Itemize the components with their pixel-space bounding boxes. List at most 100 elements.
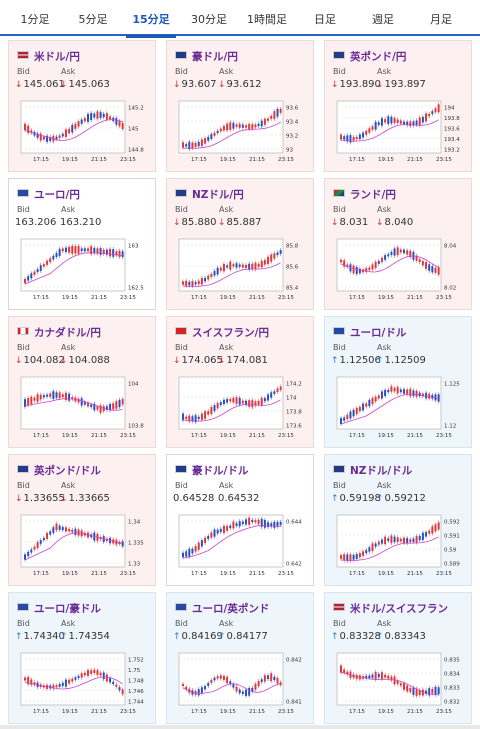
y-tick-label: 8.02 xyxy=(444,286,456,292)
x-tick-label: 17:15 xyxy=(349,157,365,163)
pair-title-link[interactable]: 英ポンド/ドル xyxy=(17,463,101,477)
x-tick-label: 21:15 xyxy=(407,295,423,301)
pair-name: ユーロ/ドル xyxy=(350,327,407,339)
mini-candlestick-chart[interactable]: 1.752 1.75 1.748 1.746 1.744 17:15 19:15 21:15 2… xyxy=(15,649,151,721)
horizontal-scrollbar[interactable] xyxy=(0,725,480,729)
candle xyxy=(24,554,26,560)
y-tick-label: 174 xyxy=(286,396,297,402)
rate-card[interactable]: カナダドル/円 Bid Ask ↓104.082 ↓104.088 104 103… xyxy=(8,316,156,448)
rate-card[interactable]: ユーロ/ドル Bid Ask ↑1.12506 ↑1.12509 1.125 1.… xyxy=(324,316,472,448)
pair-title-link[interactable]: 米ドル/スイスフラン xyxy=(333,601,448,615)
candle xyxy=(222,263,225,272)
chart-svg: 194 193.8 193.6 193.4 193.2 17:15 19:15 21:15 23… xyxy=(336,100,460,163)
bid-price: ↓193.890 xyxy=(331,79,381,90)
candle xyxy=(393,118,396,123)
rate-card[interactable]: NZドル/ドル Bid Ask ↑0.59198 ↑0.59212 0.592 0… xyxy=(324,454,472,586)
tab-5min[interactable]: 5分足 xyxy=(78,13,108,26)
pair-title-link[interactable]: ユーロ/ドル xyxy=(333,325,406,339)
candle xyxy=(273,676,276,681)
rate-card[interactable]: 英ポンド/ドル Bid Ask ↓1.33655 ↓1.33665 1.34 1.… xyxy=(8,454,156,586)
uk-flag-icon xyxy=(17,465,29,473)
mini-candlestick-chart[interactable]: 1.125 1.12 17:15 19:15 21:15 23:15 xyxy=(331,373,467,445)
mini-candlestick-chart[interactable]: 104 103.8 17:15 19:15 21:15 23:15 xyxy=(15,373,151,445)
tab-weekly[interactable]: 週足 xyxy=(372,13,394,26)
candle xyxy=(102,249,105,254)
pair-title-link[interactable]: ユーロ/英ポンド xyxy=(175,601,269,615)
rate-card[interactable]: NZドル/円 Bid Ask ↓85.880 ↓85.887 85.8 85.6 8… xyxy=(166,178,314,310)
candle xyxy=(412,687,415,695)
tab-1min[interactable]: 1分足 xyxy=(20,13,50,26)
tab-15min[interactable]: 15分足 xyxy=(122,0,180,38)
pair-title-link[interactable]: カナダドル/円 xyxy=(17,325,101,339)
pair-name: 豪ドル/円 xyxy=(192,51,238,63)
mini-candlestick-chart[interactable]: 85.8 85.6 85.4 17:15 19:15 21:15 23:15 xyxy=(173,235,309,307)
candle xyxy=(374,261,377,268)
candle xyxy=(380,118,383,126)
candle xyxy=(380,391,383,399)
pair-title-link[interactable]: ユーロ/円 xyxy=(17,187,80,201)
candle xyxy=(409,688,412,693)
candle xyxy=(105,113,108,120)
mini-candlestick-chart[interactable]: 174.2 174 173.8 173.6 17:15 19:15 21:15 23:15 xyxy=(173,373,309,445)
pair-title-link[interactable]: 英ポンド/円 xyxy=(333,49,406,63)
candle xyxy=(61,248,64,252)
pair-title-link[interactable]: 豪ドル/円 xyxy=(175,49,238,63)
rate-card[interactable]: 豪ドル/ドル Bid Ask 0.64528 0.64532 0.644 0.64… xyxy=(166,454,314,586)
mini-candlestick-chart[interactable]: 0.835 0.834 0.833 0.832 17:15 19:15 21:15 23:15 xyxy=(331,649,467,721)
up-arrow-icon: ↑ xyxy=(15,632,23,642)
chart-svg: 1.752 1.75 1.748 1.746 1.744 17:15 19:15 21:15 2… xyxy=(20,652,144,715)
rate-card[interactable]: ユーロ/英ポンド Bid Ask ↑0.84169 ↑0.84177 0.842… xyxy=(166,592,314,724)
x-tick-label: 23:15 xyxy=(120,157,136,163)
pair-title-link[interactable]: NZドル/円 xyxy=(175,187,244,201)
candle xyxy=(121,122,124,130)
candle xyxy=(396,537,399,543)
tab-30min[interactable]: 30分足 xyxy=(191,13,227,26)
pair-title-link[interactable]: 米ドル/円 xyxy=(17,49,80,63)
pair-title-link[interactable]: 豪ドル/ドル xyxy=(175,463,248,477)
mini-candlestick-chart[interactable]: 0.842 0.841 17:15 19:15 21:15 23:15 xyxy=(173,649,309,721)
rate-card[interactable]: スイスフラン/円 Bid Ask ↓174.065 ↓174.081 174.2… xyxy=(166,316,314,448)
candle xyxy=(245,400,247,405)
candle xyxy=(27,551,30,557)
candle xyxy=(276,252,279,256)
rate-card[interactable]: 米ドル/スイスフラン Bid Ask ↑0.83328 ↑0.83343 0.8… xyxy=(324,592,472,724)
candle xyxy=(93,113,96,118)
pair-title-link[interactable]: スイスフラン/円 xyxy=(175,325,269,339)
mini-candlestick-chart[interactable]: 163 162.5 17:15 19:15 21:15 23:15 xyxy=(15,235,151,307)
chart-svg: 1.34 1.335 1.33 17:15 19:15 21:15 23:15 xyxy=(20,514,144,577)
candle xyxy=(270,254,273,262)
chart-svg: 0.644 0.642 17:15 19:15 21:15 23:15 xyxy=(178,514,302,577)
candle xyxy=(55,253,58,257)
candle xyxy=(90,404,93,407)
mini-candlestick-chart[interactable]: 0.592 0.591 0.59 0.589 17:15 19:15 21:15 23:15 xyxy=(331,511,467,583)
rate-card[interactable]: ランド/円 Bid Ask ↓8.031 ↓8.040 8.04 8.02 17:1… xyxy=(324,178,472,310)
candle xyxy=(87,248,89,252)
candle xyxy=(99,672,102,676)
rate-card[interactable]: 英ポンド/円 Bid Ask ↓193.890 ↓193.897 194 193.… xyxy=(324,40,472,172)
candle xyxy=(109,404,112,411)
candle xyxy=(64,392,67,401)
candle xyxy=(55,523,58,531)
mini-candlestick-chart[interactable]: 145.2 145 144.8 17:15 19:15 21:15 23:15 xyxy=(15,97,151,169)
rate-card[interactable]: ユーロ/円 Bid Ask 163.206 163.210 163 162.5 17… xyxy=(8,178,156,310)
candle xyxy=(96,111,99,119)
pair-title-link[interactable]: NZドル/ドル xyxy=(333,463,412,477)
tab-monthly[interactable]: 月足 xyxy=(430,13,452,26)
x-tick-label: 19:15 xyxy=(220,571,236,577)
pair-title-link[interactable]: ランド/円 xyxy=(333,187,396,201)
x-tick-label: 19:15 xyxy=(378,157,394,163)
mini-candlestick-chart[interactable]: 8.04 8.02 17:15 19:15 21:15 23:15 xyxy=(331,235,467,307)
ask-label: Ask xyxy=(377,67,392,76)
candle xyxy=(194,415,197,423)
tab-1hour[interactable]: 1時間足 xyxy=(247,13,287,26)
candle xyxy=(200,540,203,547)
rate-card[interactable]: 米ドル/円 Bid Ask ↓145.061 ↓145.063 145.2 145… xyxy=(8,40,156,172)
rate-card[interactable]: 豪ドル/円 Bid Ask ↓93.607 ↓93.612 93.6 93.4 93… xyxy=(166,40,314,172)
mini-candlestick-chart[interactable]: 1.34 1.335 1.33 17:15 19:15 21:15 23:15 xyxy=(15,511,151,583)
mini-candlestick-chart[interactable]: 93.6 93.4 93.2 93 17:15 19:15 21:15 23:15 xyxy=(173,97,309,169)
tab-daily[interactable]: 日足 xyxy=(314,13,336,26)
rate-card[interactable]: ユーロ/豪ドル Bid Ask ↑1.74340 ↑1.74354 1.752 1… xyxy=(8,592,156,724)
mini-candlestick-chart[interactable]: 0.644 0.642 17:15 19:15 21:15 23:15 xyxy=(173,511,309,583)
mini-candlestick-chart[interactable]: 194 193.8 193.6 193.4 193.2 17:15 19:15 21:15 23… xyxy=(331,97,467,169)
pair-title-link[interactable]: ユーロ/豪ドル xyxy=(17,601,101,615)
